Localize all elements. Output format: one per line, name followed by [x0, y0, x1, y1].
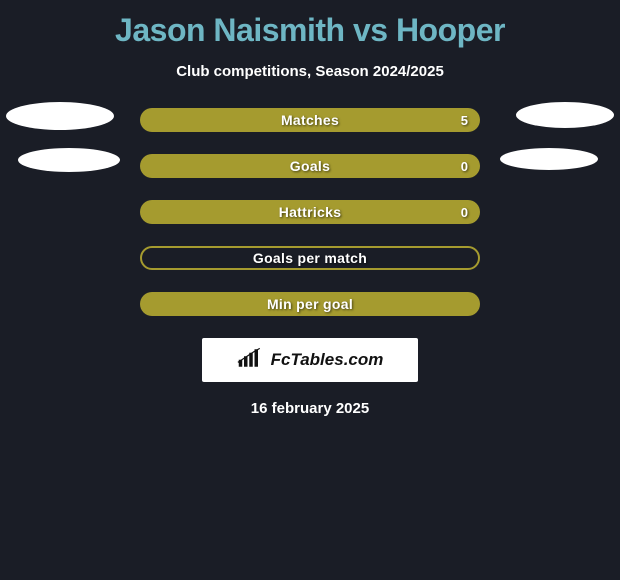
stat-row-goals-per-match: Goals per match: [0, 246, 620, 270]
page-title: Jason Naismith vs Hooper: [0, 0, 620, 49]
stat-label: Hattricks: [279, 204, 342, 220]
stats-area: Matches 5 Goals 0 Hattricks 0 Goals per …: [0, 108, 620, 316]
subtitle: Club competitions, Season 2024/2025: [0, 63, 620, 80]
stat-bar: Matches 5: [140, 108, 480, 132]
stat-value: 0: [461, 159, 468, 174]
stat-row-goals: Goals 0: [0, 154, 620, 178]
stat-label: Matches: [281, 112, 339, 128]
stat-value: 5: [461, 113, 468, 128]
fctables-label: FcTables.com: [271, 350, 384, 370]
stat-row-matches: Matches 5: [0, 108, 620, 132]
stat-value: 0: [461, 205, 468, 220]
stat-bar: Hattricks 0: [140, 200, 480, 224]
fctables-brand: FcTables.com: [202, 338, 418, 382]
stat-label: Goals per match: [253, 250, 367, 266]
stat-bar: Min per goal: [140, 292, 480, 316]
stat-bar: Goals per match: [140, 246, 480, 270]
bar-chart-icon: [237, 347, 265, 374]
stat-label: Min per goal: [267, 296, 353, 312]
stat-bar: Goals 0: [140, 154, 480, 178]
stat-row-min-per-goal: Min per goal: [0, 292, 620, 316]
stat-row-hattricks: Hattricks 0: [0, 200, 620, 224]
date-label: 16 february 2025: [0, 400, 620, 417]
stat-label: Goals: [290, 158, 330, 174]
